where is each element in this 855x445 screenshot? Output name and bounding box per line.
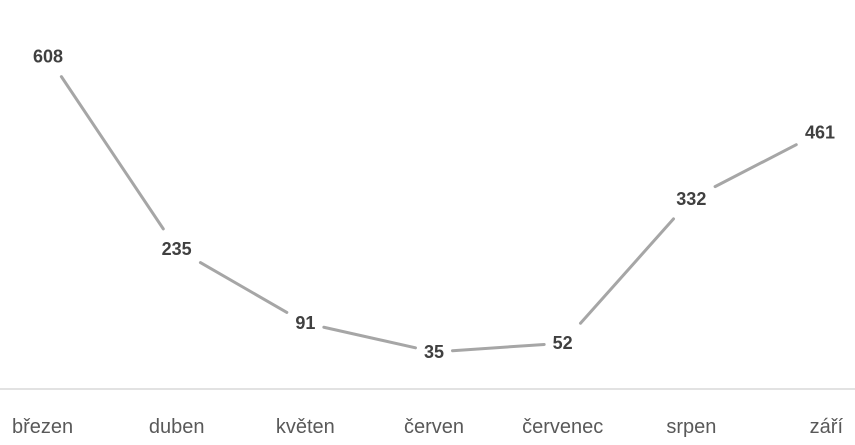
series-line-segment bbox=[451, 342, 546, 353]
x-tick-label: červen bbox=[404, 416, 464, 438]
series-line-segment bbox=[59, 75, 165, 231]
series-line-segment bbox=[713, 143, 798, 189]
data-label: 332 bbox=[676, 189, 706, 209]
x-tick-label: červenec bbox=[522, 416, 603, 438]
series-layer bbox=[59, 75, 798, 353]
x-tick-label: duben bbox=[149, 416, 205, 438]
x-tick-label: květen bbox=[276, 416, 335, 438]
data-label: 608 bbox=[33, 47, 63, 67]
x-tick-label: březen bbox=[12, 416, 73, 438]
data-label: 52 bbox=[553, 333, 573, 353]
data-label: 461 bbox=[805, 122, 835, 142]
x-tick-label: srpen bbox=[666, 416, 716, 438]
series-line-segment bbox=[198, 261, 289, 314]
data-label: 235 bbox=[162, 239, 192, 259]
data-labels-layer: 608 235 91 35 52 332 461 bbox=[33, 47, 835, 362]
series-line-segment bbox=[578, 217, 676, 325]
x-tick-label: září bbox=[810, 416, 844, 438]
data-label: 35 bbox=[424, 342, 444, 362]
data-label: 91 bbox=[295, 313, 315, 333]
x-tick-labels: březen duben květen červen červenec srpen září bbox=[12, 416, 843, 438]
series-line-segment bbox=[322, 325, 417, 350]
